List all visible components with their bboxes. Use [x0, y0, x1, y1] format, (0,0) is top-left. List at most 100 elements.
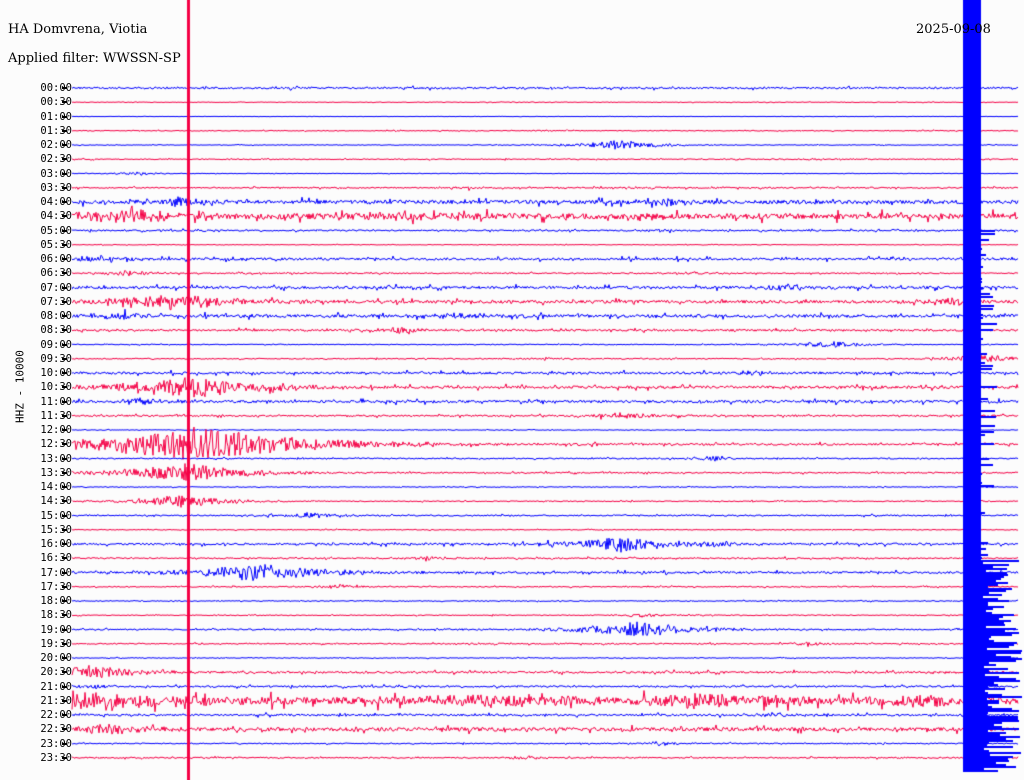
time-axis-tick [62, 471, 67, 474]
time-axis-label: 10:30 [40, 381, 72, 394]
time-axis-tick [62, 229, 67, 232]
time-axis-label: 01:30 [40, 124, 72, 137]
time-axis-label: 02:30 [40, 153, 72, 166]
time-axis-label: 11:30 [40, 409, 72, 422]
time-axis-tick [62, 528, 67, 531]
time-axis-label: 16:30 [40, 552, 72, 565]
time-axis-tick [62, 728, 67, 731]
time-axis-label: 08:00 [40, 310, 72, 322]
time-axis-tick [62, 514, 67, 517]
time-axis-tick [62, 357, 67, 360]
time-axis-label: 23:00 [40, 737, 72, 750]
time-axis-tick [62, 714, 67, 716]
time-axis-label: 04:30 [40, 210, 72, 223]
time-axis-label: 11:00 [40, 395, 72, 408]
time-axis-label: 14:30 [40, 495, 72, 508]
time-axis-tick [62, 158, 67, 161]
time-axis-tick [62, 614, 67, 617]
time-axis-label: 17:30 [40, 580, 72, 593]
time-axis-tick [62, 585, 67, 588]
time-axis-label: 07:00 [40, 281, 72, 294]
time-axis-label: 22:00 [40, 709, 72, 721]
time-axis-label: 09:00 [40, 338, 72, 351]
time-axis-tick [62, 571, 67, 574]
time-axis-label: 18:30 [40, 609, 72, 622]
time-axis-label: 23:30 [40, 751, 72, 764]
time-axis-tick [62, 457, 67, 460]
time-axis-label: 06:00 [40, 253, 72, 265]
time-axis-label: 03:00 [40, 167, 72, 180]
time-axis-tick [62, 600, 67, 602]
time-axis-tick [62, 414, 67, 417]
time-axis-label: 21:30 [40, 694, 72, 707]
time-axis-label: 05:00 [40, 224, 72, 237]
time-axis-tick [62, 87, 67, 89]
time-axis-tick [62, 343, 67, 346]
time-axis-label: 05:30 [40, 238, 72, 251]
time-axis-tick [62, 286, 67, 289]
time-axis-tick [62, 201, 67, 203]
time-axis-tick [62, 243, 67, 246]
time-axis-label: 00:30 [40, 96, 72, 109]
time-axis-tick [62, 300, 67, 303]
time-axis-label: 19:00 [40, 623, 72, 636]
time-axis-label: 07:30 [40, 295, 72, 308]
time-axis-tick [62, 315, 67, 317]
time-axis-label: 20:30 [40, 666, 72, 679]
time-axis-label: 01:00 [40, 110, 72, 123]
time-axis-label: 14:00 [40, 481, 72, 493]
time-axis-tick [62, 172, 67, 175]
time-axis-label: 03:30 [40, 181, 72, 194]
time-axis-tick [62, 543, 67, 545]
time-axis-label: 12:30 [40, 438, 72, 451]
time-axis-tick [62, 443, 67, 446]
time-axis-tick [62, 144, 67, 146]
time-axis-tick [62, 329, 67, 332]
time-axis-tick [62, 756, 67, 759]
time-axis-label: 10:00 [40, 367, 72, 379]
time-axis-tick [62, 272, 67, 275]
time-axis-label: 21:00 [40, 680, 72, 693]
time-axis-tick [62, 372, 67, 374]
time-axis-tick [62, 657, 67, 659]
time-axis-label: 15:00 [40, 509, 72, 522]
time-axis-label: 18:00 [40, 595, 72, 607]
time-axis-tick [62, 500, 67, 503]
time-axis-label: 13:00 [40, 452, 72, 465]
time-axis-tick [62, 557, 67, 560]
time-axis: 00:00 00:30 01:00 01:30 02:00 02:30 03:00 03:30… [0, 0, 72, 780]
time-axis-tick [62, 386, 67, 389]
time-axis-tick [62, 486, 67, 488]
time-axis-label: 16:00 [40, 538, 72, 550]
time-axis-label: 17:00 [40, 566, 72, 579]
time-axis-label: 22:30 [40, 723, 72, 736]
date-label: 2025-09-08 [916, 22, 991, 37]
time-axis-tick [62, 642, 67, 645]
time-axis-tick [62, 671, 67, 674]
station-title: HA Domvrena, Viotia [8, 22, 148, 37]
time-axis-tick [62, 699, 67, 702]
time-axis-tick [62, 115, 67, 118]
time-axis-label: 08:30 [40, 324, 72, 337]
time-axis-tick [62, 429, 67, 431]
time-axis-tick [62, 628, 67, 631]
time-axis-label: 15:30 [40, 523, 72, 536]
time-axis-tick [62, 742, 67, 745]
time-axis-label: 09:30 [40, 352, 72, 365]
time-axis-tick [62, 215, 67, 218]
applied-filter-label: Applied filter: WWSSN-SP [8, 51, 181, 66]
time-axis-label: 06:30 [40, 267, 72, 280]
time-axis-label: 04:00 [40, 196, 72, 208]
time-axis-tick [62, 685, 67, 688]
time-axis-label: 13:30 [40, 466, 72, 479]
time-axis-tick [62, 101, 67, 104]
time-axis-label: 12:00 [40, 424, 72, 436]
time-axis-label: 20:00 [40, 652, 72, 664]
time-axis-tick [62, 258, 67, 260]
time-axis-tick [62, 400, 67, 403]
time-axis-tick [62, 186, 67, 189]
time-axis-label: 00:00 [40, 82, 72, 94]
time-axis-label: 02:00 [40, 139, 72, 151]
time-axis-tick [62, 129, 67, 132]
